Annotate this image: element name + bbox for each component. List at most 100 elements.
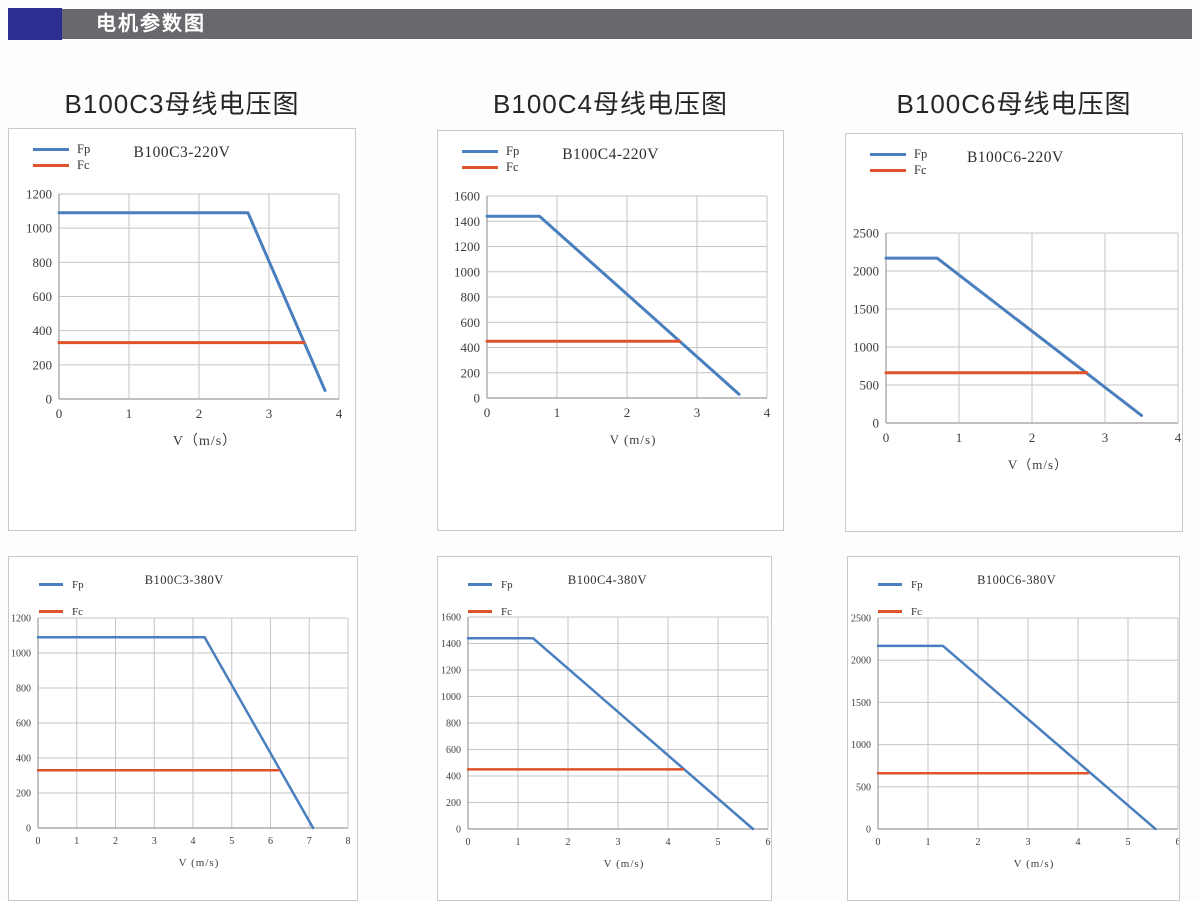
svg-text:3: 3 xyxy=(616,837,621,848)
svg-text:1: 1 xyxy=(126,406,133,421)
chart-plot: 0 500 1000 1500 2000 2500 0 1 2 3 4 V（m/s） xyxy=(853,226,1182,472)
svg-text:400: 400 xyxy=(16,754,31,765)
legend-label-fc: Fc xyxy=(72,605,83,618)
fp-line-swatch xyxy=(870,152,906,156)
svg-text:1600: 1600 xyxy=(454,189,480,204)
svg-text:400: 400 xyxy=(33,323,53,338)
chart-legend: Fp Fc xyxy=(33,141,90,173)
legend-label-fp: Fp xyxy=(911,578,923,591)
legend-item-fp: Fp xyxy=(468,571,513,598)
chart-legend: Fp Fc xyxy=(870,146,927,178)
chart-panel-b100c6-220v: Fp Fc B100C6-220V 0 500 1000 1500 2000 2500 0 1… xyxy=(845,133,1183,532)
svg-text:1000: 1000 xyxy=(851,740,871,751)
header-accent-block xyxy=(8,8,62,40)
fc-line-swatch xyxy=(33,163,69,167)
chart-panel-b100c3-380v: Fp Fc B100C3-380V 0 200 400 600 800 1000 1200 0… xyxy=(8,556,358,901)
svg-text:1000: 1000 xyxy=(441,692,461,703)
legend-item-fc: Fc xyxy=(462,159,519,175)
svg-text:2: 2 xyxy=(624,405,631,420)
svg-text:3: 3 xyxy=(1102,430,1109,445)
svg-text:2000: 2000 xyxy=(851,656,871,667)
svg-text:3: 3 xyxy=(152,836,157,847)
legend-label-fp: Fp xyxy=(72,578,84,591)
svg-text:2: 2 xyxy=(113,836,118,847)
section-title-b100c3: B100C3母线电压图 xyxy=(64,89,300,119)
svg-text:400: 400 xyxy=(446,772,461,783)
svg-text:1200: 1200 xyxy=(11,614,31,625)
svg-text:V (m/s): V (m/s) xyxy=(604,858,645,870)
chart-plot: 0 200 400 600 800 1000 1200 1400 1600 0 1 2 3 4 V (m/s… xyxy=(454,189,771,447)
svg-text:400: 400 xyxy=(461,340,481,355)
svg-text:0: 0 xyxy=(876,837,881,848)
svg-text:800: 800 xyxy=(446,719,461,730)
fp-line-swatch xyxy=(39,583,63,586)
legend-item-fp: Fp xyxy=(878,571,923,598)
svg-text:1400: 1400 xyxy=(441,639,461,650)
svg-text:4: 4 xyxy=(1076,837,1081,848)
svg-text:V (m/s): V (m/s) xyxy=(179,857,220,869)
legend-item-fp: Fp xyxy=(870,146,927,162)
svg-text:800: 800 xyxy=(461,290,481,305)
legend-label-fc: Fc xyxy=(501,605,512,618)
svg-text:V (m/s): V (m/s) xyxy=(610,432,657,447)
svg-text:2: 2 xyxy=(1029,430,1036,445)
svg-text:0: 0 xyxy=(466,837,471,848)
legend-label-fc: Fc xyxy=(77,157,90,172)
legend-label-fc: Fc xyxy=(506,159,519,174)
legend-item-fc: Fc xyxy=(468,598,513,625)
section-title-b100c4: B100C4母线电压图 xyxy=(493,89,728,119)
chart-legend: Fp Fc xyxy=(462,143,519,175)
svg-text:600: 600 xyxy=(461,315,481,330)
legend-label-fc: Fc xyxy=(911,605,922,618)
svg-text:1600: 1600 xyxy=(441,613,461,624)
chart-legend: Fp Fc xyxy=(39,571,84,625)
svg-text:600: 600 xyxy=(16,719,31,730)
svg-text:0: 0 xyxy=(866,825,871,836)
svg-text:3: 3 xyxy=(1026,837,1031,848)
svg-text:4: 4 xyxy=(1175,430,1182,445)
svg-text:6: 6 xyxy=(1176,837,1180,848)
svg-text:2000: 2000 xyxy=(853,264,879,279)
svg-text:0: 0 xyxy=(46,392,53,407)
chart-title: B100C4-380V xyxy=(567,573,647,587)
legend-item-fc: Fc xyxy=(39,598,84,625)
svg-text:6: 6 xyxy=(268,836,273,847)
svg-text:2: 2 xyxy=(566,837,571,848)
fc-line-swatch xyxy=(462,165,498,169)
svg-text:1400: 1400 xyxy=(454,214,480,229)
chart-panel-b100c3-220v: Fp Fc B100C3-220V 0 200 400 600 800 1000 1200 0… xyxy=(8,128,356,531)
fp-line-swatch xyxy=(33,147,69,151)
chart-legend: Fp Fc xyxy=(468,571,513,625)
svg-text:800: 800 xyxy=(16,684,31,695)
svg-text:V（m/s）: V（m/s） xyxy=(173,433,237,449)
svg-text:500: 500 xyxy=(860,378,880,393)
svg-text:500: 500 xyxy=(856,782,871,793)
svg-text:2: 2 xyxy=(976,837,981,848)
svg-text:5: 5 xyxy=(716,837,721,848)
chart-panel-b100c6-380v: Fp Fc B100C6-380V 0 500 1000 1500 2000 2500 0 1… xyxy=(847,556,1180,901)
chart-plot: 0 500 1000 1500 2000 2500 0 1 2 3 4 5 6 V (m/s) xyxy=(851,614,1180,871)
chart-panel-b100c4-220v: Fp Fc B100C4-220V 0 200 400 600 800 1000 1200 1… xyxy=(437,130,784,531)
legend-item-fp: Fp xyxy=(33,141,90,157)
svg-text:1: 1 xyxy=(554,405,561,420)
page-title: 电机参数图 xyxy=(96,13,206,35)
fp-line-swatch xyxy=(468,583,492,586)
svg-text:4: 4 xyxy=(666,837,671,848)
svg-text:1000: 1000 xyxy=(454,264,480,279)
chart-panel-b100c4-380v: Fp Fc B100C4-380V 0 200 400 600 800 1000 1200 1… xyxy=(437,556,772,901)
svg-text:0: 0 xyxy=(456,825,461,836)
chart-plot: 0 200 400 600 800 1000 1200 0 1 2 3 4 5 6 7 8 V (m/s) xyxy=(11,614,351,870)
svg-text:600: 600 xyxy=(446,745,461,756)
svg-text:1000: 1000 xyxy=(26,221,52,236)
legend-item-fc: Fc xyxy=(870,162,927,178)
chart-title: B100C6-380V xyxy=(977,573,1057,587)
svg-text:200: 200 xyxy=(461,365,481,380)
svg-text:800: 800 xyxy=(33,255,53,270)
legend-item-fc: Fc xyxy=(33,157,90,173)
legend-item-fp: Fp xyxy=(462,143,519,159)
svg-text:200: 200 xyxy=(33,357,53,372)
svg-text:600: 600 xyxy=(33,289,53,304)
svg-text:4: 4 xyxy=(764,405,771,420)
svg-text:5: 5 xyxy=(1126,837,1131,848)
